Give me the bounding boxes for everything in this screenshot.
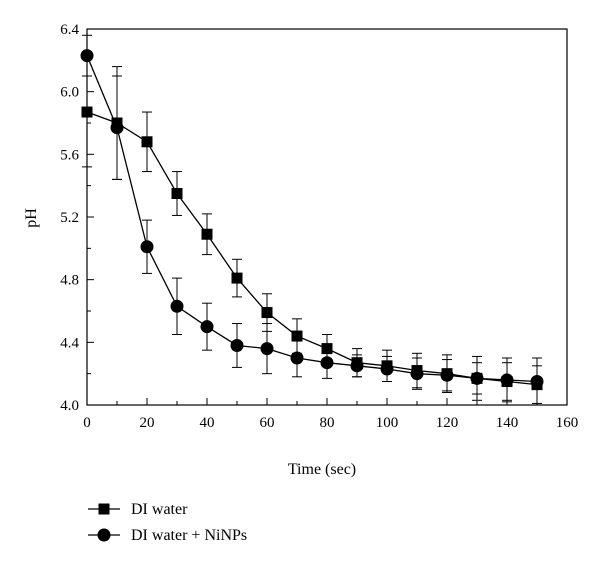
data-point-circle [350,359,364,373]
series-line-2 [86,55,538,383]
x-tick-label: 120 [436,415,459,431]
x-tick-label: 20 [140,415,155,431]
data-point-circle [500,373,514,387]
data-point-circle [410,367,424,381]
y-tick-label: 6.0 [60,85,79,101]
y-tick-label: 5.6 [60,147,79,163]
x-tick-label: 40 [200,415,215,431]
data-point-circle [470,371,484,385]
x-tick-label: 140 [496,415,519,431]
data-point-circle [110,121,124,135]
y-tick-label: 4.8 [60,273,79,289]
data-point-square [261,307,273,319]
legend-marker-circle [97,528,111,542]
data-point-square [141,136,153,148]
legend-label: DI water [131,501,188,518]
x-tick-label: 160 [556,415,579,431]
data-point-circle [200,320,214,334]
x-axis-label: Time (sec) [288,461,356,478]
data-point-circle [530,375,544,388]
x-tick-label: 0 [83,415,91,431]
data-point-square [201,228,213,240]
data-point-circle [230,338,244,352]
plot-area: 0 20 40 60 80 100 120 140 160 4.0 4.4 4.8 5.2 5.6 6.0 6… [60,22,578,431]
data-point-circle [170,299,184,313]
y-axis-label: pH [23,208,40,228]
series-line-1 [86,111,538,386]
y-tick-label: 4.0 [60,398,79,414]
legend: DI water DI water + NiNPs [88,501,247,544]
data-point-square [231,272,243,284]
data-point-circle [380,362,394,376]
data-point-circle [290,351,304,365]
data-point-square [81,106,93,118]
x-tick-label: 80 [320,415,335,431]
data-point-circle [140,240,154,254]
legend-label: DI water + NiNPs [131,527,247,544]
legend-marker-square [98,503,110,515]
data-point-square [171,188,183,199]
data-point-circle [320,356,334,370]
data-point-circle [260,342,274,356]
data-point-square [291,330,303,342]
data-point-circle [80,49,94,63]
y-tick-label: 5.2 [60,210,79,226]
y-tick-label: 6.4 [60,22,79,38]
x-tick-label: 100 [376,415,399,431]
data-point-circle [440,368,454,382]
y-tick-label: 4.4 [60,335,79,351]
x-tick-label: 60 [260,415,275,431]
